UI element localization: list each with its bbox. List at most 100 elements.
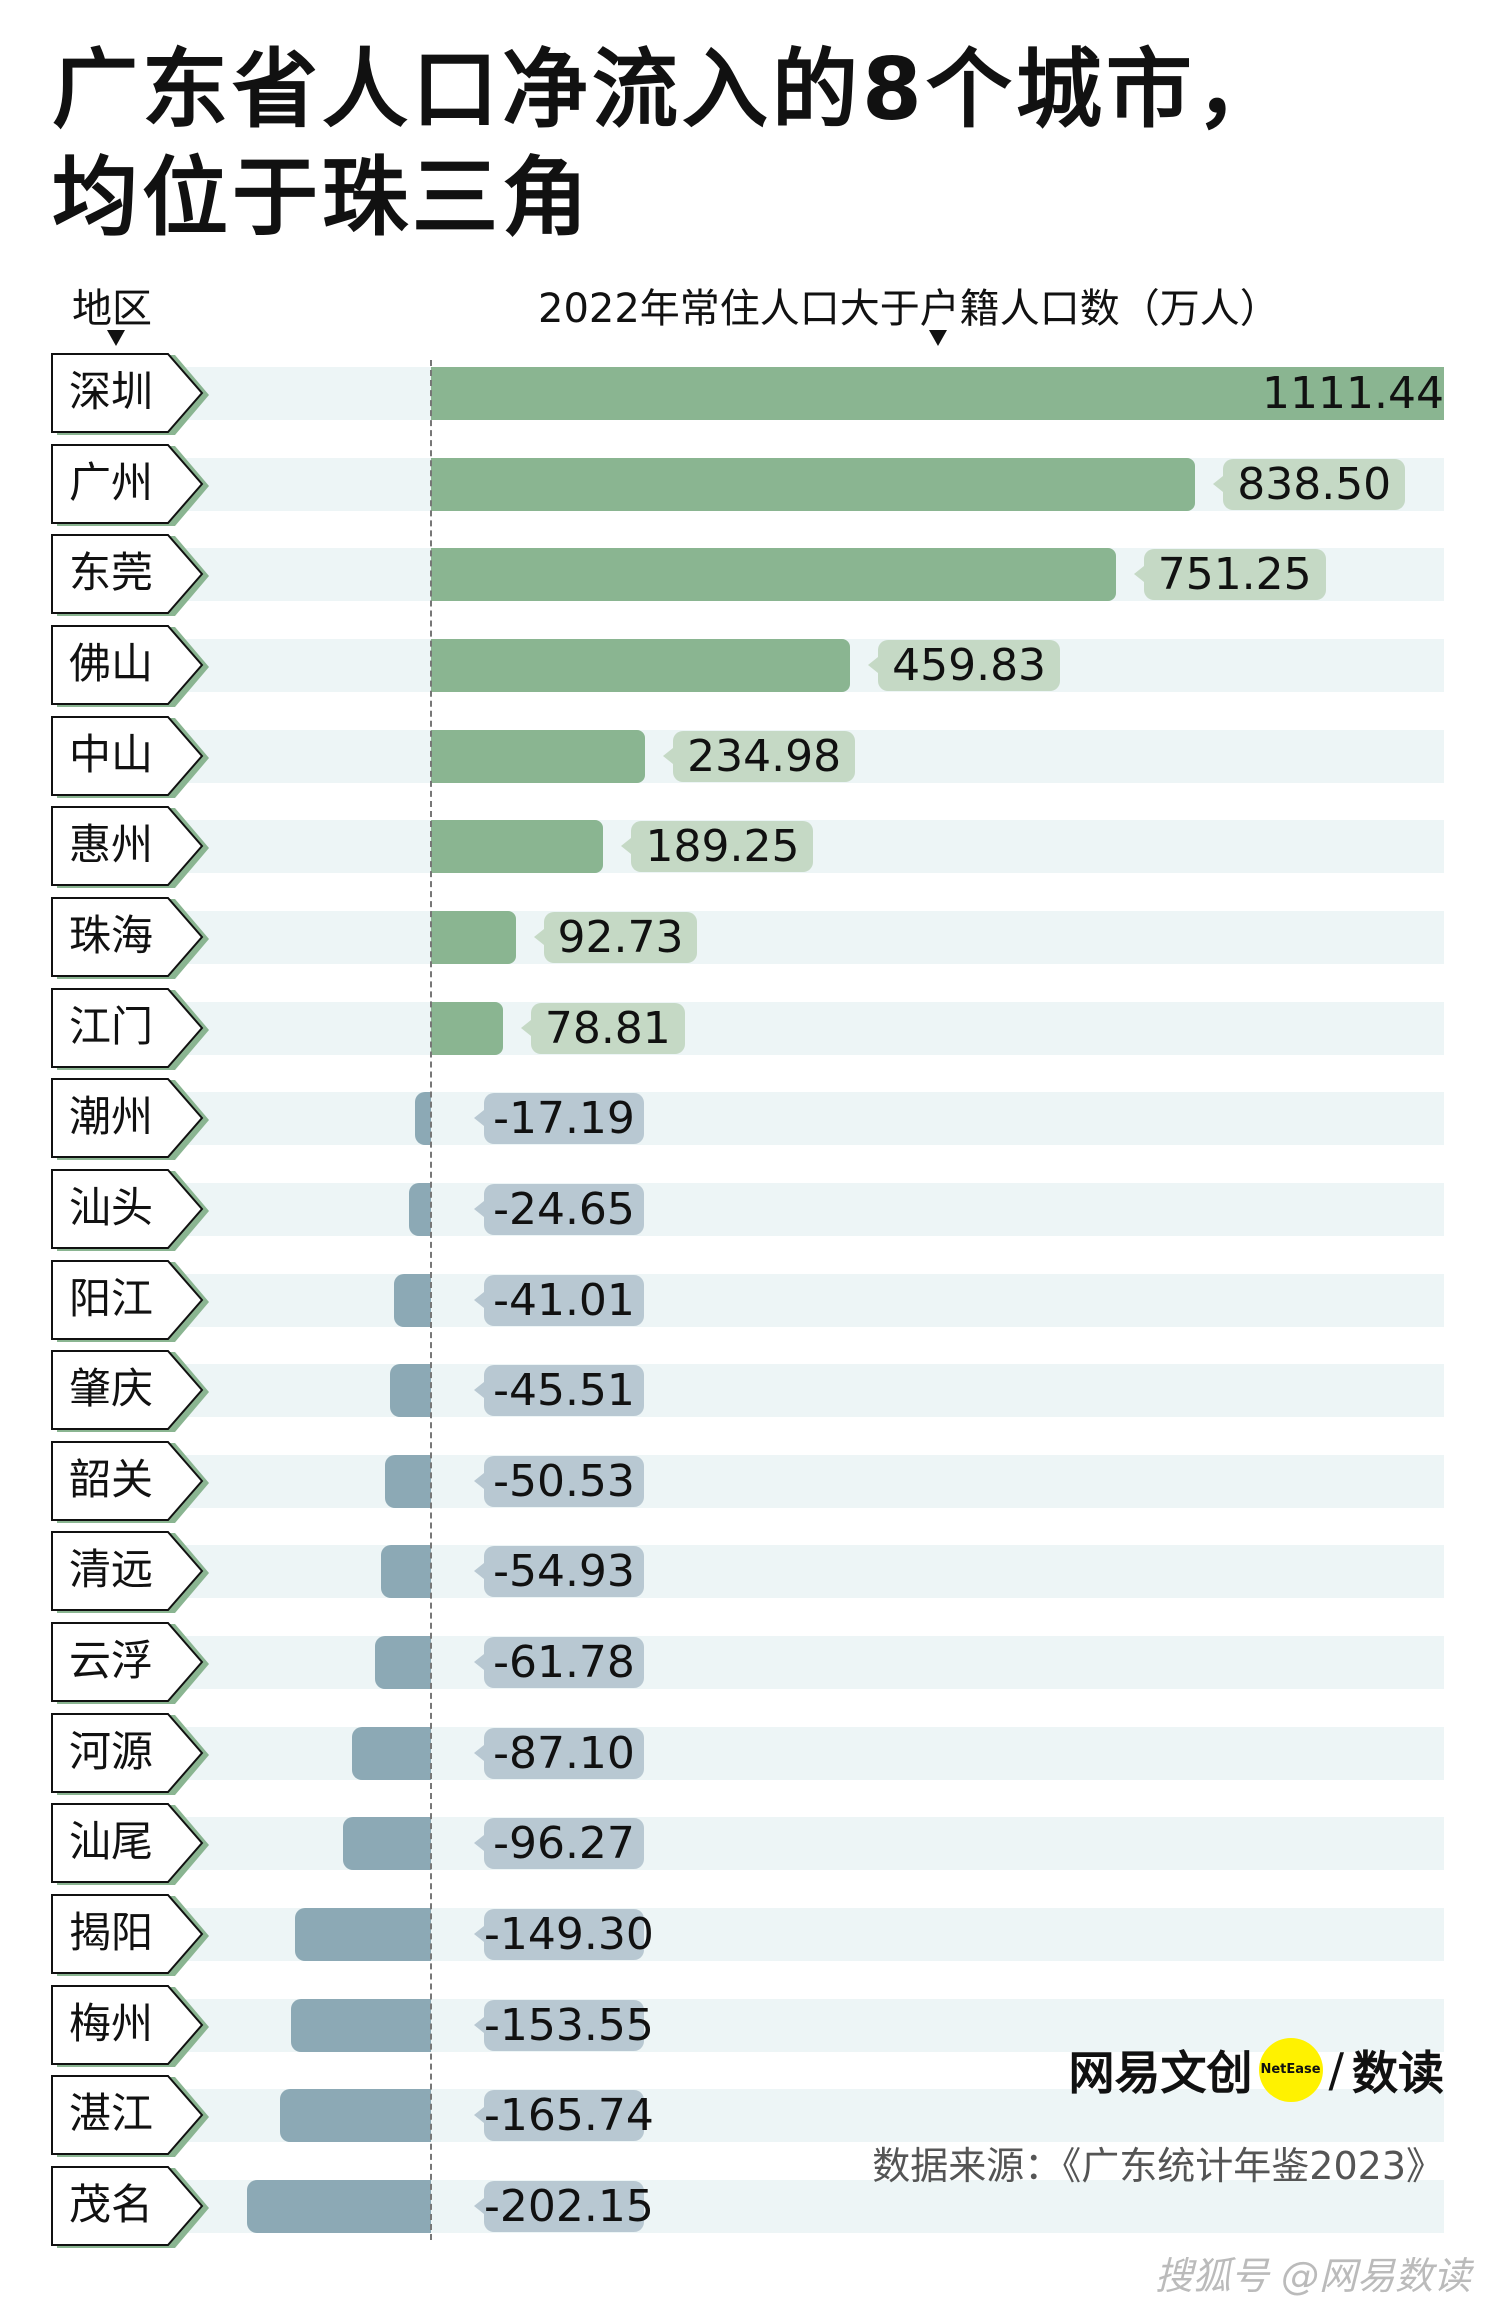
category-label: 中山 [51,715,211,798]
value-label: -202.15 [474,2181,654,2232]
category-label: 揭阳 [51,1894,211,1977]
value-label: 838.50 [1213,458,1406,510]
title-line-2: 均位于珠三角 [52,148,592,248]
value-label: -45.51 [474,1365,644,1417]
value-label: 751.25 [1133,549,1326,601]
category-text: 汕头 [69,1182,154,1232]
bar-茂名 [246,2180,431,2233]
bar-揭阳 [294,1908,431,1962]
category-label: 湛江 [51,2075,211,2158]
bar-韶关 [384,1454,431,1508]
value-label: 459.83 [868,639,1061,691]
row-band [180,1364,1444,1418]
value-label: -61.78 [474,1637,644,1689]
value-label: 78.81 [520,1002,685,1054]
category-label: 阳江 [51,1259,211,1342]
category-label: 茂名 [51,2166,211,2248]
value-label: -149.30 [474,1909,654,1961]
category-text: 清远 [69,1545,154,1595]
zero-line [430,360,432,2240]
row-band [180,1092,1444,1146]
row-band [180,1273,1444,1327]
category-label: 珠海 [51,896,211,979]
row-band [180,910,1444,964]
bar-阳江 [393,1273,431,1327]
row-band [180,1001,1444,1055]
row-band [180,1182,1444,1236]
value-label: -41.01 [474,1274,644,1326]
bar-珠海 [431,910,516,964]
category-label: 东莞 [51,534,211,617]
row-band [180,1545,1444,1599]
value-header: 2022年常住人口大于户籍人口数（万人） [538,286,1280,332]
bar-佛山 [431,638,851,692]
category-text: 深圳 [69,367,154,416]
category-text: 阳江 [69,1273,154,1323]
bar-汕尾 [343,1817,431,1871]
category-label: 江门 [51,987,211,1070]
bar-惠州 [431,820,604,874]
category-text: 河源 [69,1726,154,1776]
category-label: 佛山 [51,624,211,707]
row-band [180,1454,1444,1508]
category-label: 深圳 [51,353,211,435]
logo-left: 网易文创 [1068,2046,1253,2100]
category-label: 梅州 [51,1984,211,2067]
category-text: 东莞 [69,548,154,598]
region-header: 地区 [72,286,152,332]
bar-肇庆 [389,1364,431,1418]
row-band [180,1636,1444,1690]
category-text: 茂名 [69,2180,154,2229]
value-label: 1111.44 [1262,368,1444,419]
category-text: 韶关 [69,1454,154,1504]
chart-title: 广东省人口净流入的8个城市， 均位于珠三角 [52,36,1286,252]
bar-中山 [431,729,646,783]
category-text: 湛江 [69,2089,154,2139]
bar-东莞 [431,548,1116,602]
category-text: 惠州 [69,820,154,870]
bar-广州 [431,457,1196,511]
value-label: -96.27 [474,1818,644,1870]
bar-深圳 [431,367,1444,420]
value-label: -165.74 [474,2090,654,2142]
bar-河源 [351,1726,431,1780]
category-text: 珠海 [69,910,154,960]
category-text: 潮州 [69,1092,154,1142]
value-label: -87.10 [474,1727,644,1779]
watermark: 搜狐号 @网易数读 [1154,2254,1471,2298]
value-label: -54.93 [474,1546,644,1598]
value-label: 92.73 [533,911,698,963]
bar-云浮 [374,1636,431,1690]
category-label: 河源 [51,1712,211,1795]
category-text: 揭阳 [69,1908,154,1958]
value-label: -24.65 [474,1183,644,1235]
logo: 网易文创 NetEase / 数读 [1068,2038,1444,2102]
category-label: 清远 [51,1531,211,1614]
value-label: 189.25 [621,821,814,873]
value-label: -153.55 [474,1999,654,2051]
bar-梅州 [291,1998,431,2052]
category-label: 汕尾 [51,1803,211,1886]
bar-汕头 [408,1182,431,1236]
value-label: -50.53 [474,1455,644,1507]
category-label: 云浮 [51,1622,211,1705]
logo-badge: NetEase [1258,2038,1323,2102]
category-label: 韶关 [51,1440,211,1523]
category-text: 广州 [69,457,154,507]
logo-right: 数读 [1352,2046,1444,2100]
category-text: 梅州 [69,1998,154,2048]
bar-江门 [431,1001,503,1055]
category-label: 肇庆 [51,1350,211,1433]
logo-sep: / [1328,2043,1345,2097]
category-text: 江门 [69,1001,154,1051]
category-text: 中山 [69,729,154,779]
category-text: 肇庆 [69,1364,154,1414]
bar-湛江 [279,2089,431,2143]
category-text: 云浮 [69,1636,154,1686]
value-label: -17.19 [474,1093,644,1145]
bar-潮州 [415,1092,431,1146]
category-text: 佛山 [69,638,154,688]
region-arrow-icon [107,330,125,346]
category-label: 汕头 [51,1168,211,1251]
category-label: 惠州 [51,806,211,889]
